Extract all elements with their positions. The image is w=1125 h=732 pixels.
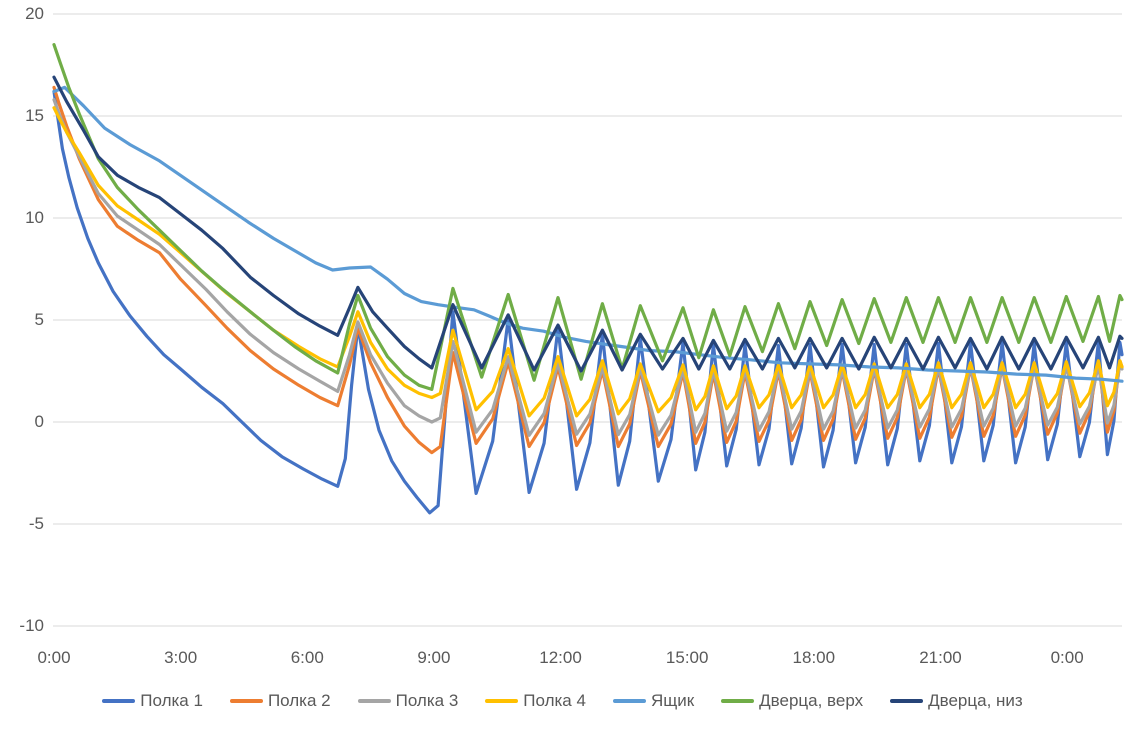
- series-line-6: [52, 42, 1124, 391]
- x-tick-label: 12:00: [539, 648, 582, 667]
- x-tick-label: 18:00: [792, 648, 836, 667]
- legend-line-swatch: [102, 699, 136, 703]
- y-tick-label: 5: [34, 310, 44, 329]
- legend-line-swatch: [357, 699, 391, 703]
- x-tick-label: 9:00: [417, 648, 451, 667]
- legend-line-swatch: [612, 699, 646, 703]
- y-tick-label: 15: [25, 106, 44, 125]
- series-line-1: [52, 89, 1124, 515]
- legend-item-4: Полка 4: [485, 691, 586, 711]
- y-tick-label: 0: [34, 412, 44, 431]
- x-tick-label: 0:00: [1050, 648, 1084, 667]
- y-tick-label: -10: [19, 616, 44, 635]
- x-tick-label: 6:00: [290, 648, 324, 667]
- legend-label: Дверца, низ: [928, 691, 1023, 710]
- legend-item-3: Полка 3: [357, 691, 459, 711]
- legend-line-swatch: [485, 699, 519, 703]
- chart-legend: Полка 1 Полка 2 Полка 3 Полка 4 Ящик Дверца, …: [0, 691, 1125, 711]
- legend-label: Полка 3: [395, 691, 459, 710]
- x-tick-label: 21:00: [919, 648, 962, 667]
- legend-label: Ящик: [650, 691, 695, 710]
- series-line-3: [52, 98, 1124, 437]
- x-tick-label: 0:00: [37, 648, 71, 667]
- legend-line-swatch: [890, 699, 924, 703]
- y-tick-label: 10: [25, 208, 44, 227]
- series-line-4: [52, 106, 1124, 418]
- legend-label: Полка 4: [523, 691, 586, 710]
- x-tick-label: 15:00: [665, 648, 709, 667]
- y-tick-label: -5: [28, 514, 44, 533]
- legend-label: Дверца, верх: [759, 691, 864, 710]
- legend-item-6: Дверца, верх: [721, 691, 863, 711]
- legend-label: Полка 2: [267, 691, 331, 710]
- legend-item-1: Полка 1: [102, 691, 203, 711]
- legend-line-swatch: [721, 699, 755, 703]
- legend-item-7: Дверца, низ: [890, 691, 1023, 711]
- y-tick-label: 20: [25, 4, 44, 23]
- legend-line-swatch: [229, 699, 263, 703]
- series-line-5: [52, 85, 1124, 383]
- series-line-7: [52, 75, 1124, 373]
- legend-label: Полка 1: [140, 691, 203, 710]
- x-tick-label: 3:00: [164, 648, 198, 667]
- legend-item-2: Полка 2: [229, 691, 331, 711]
- legend-item-5: Ящик: [612, 691, 695, 711]
